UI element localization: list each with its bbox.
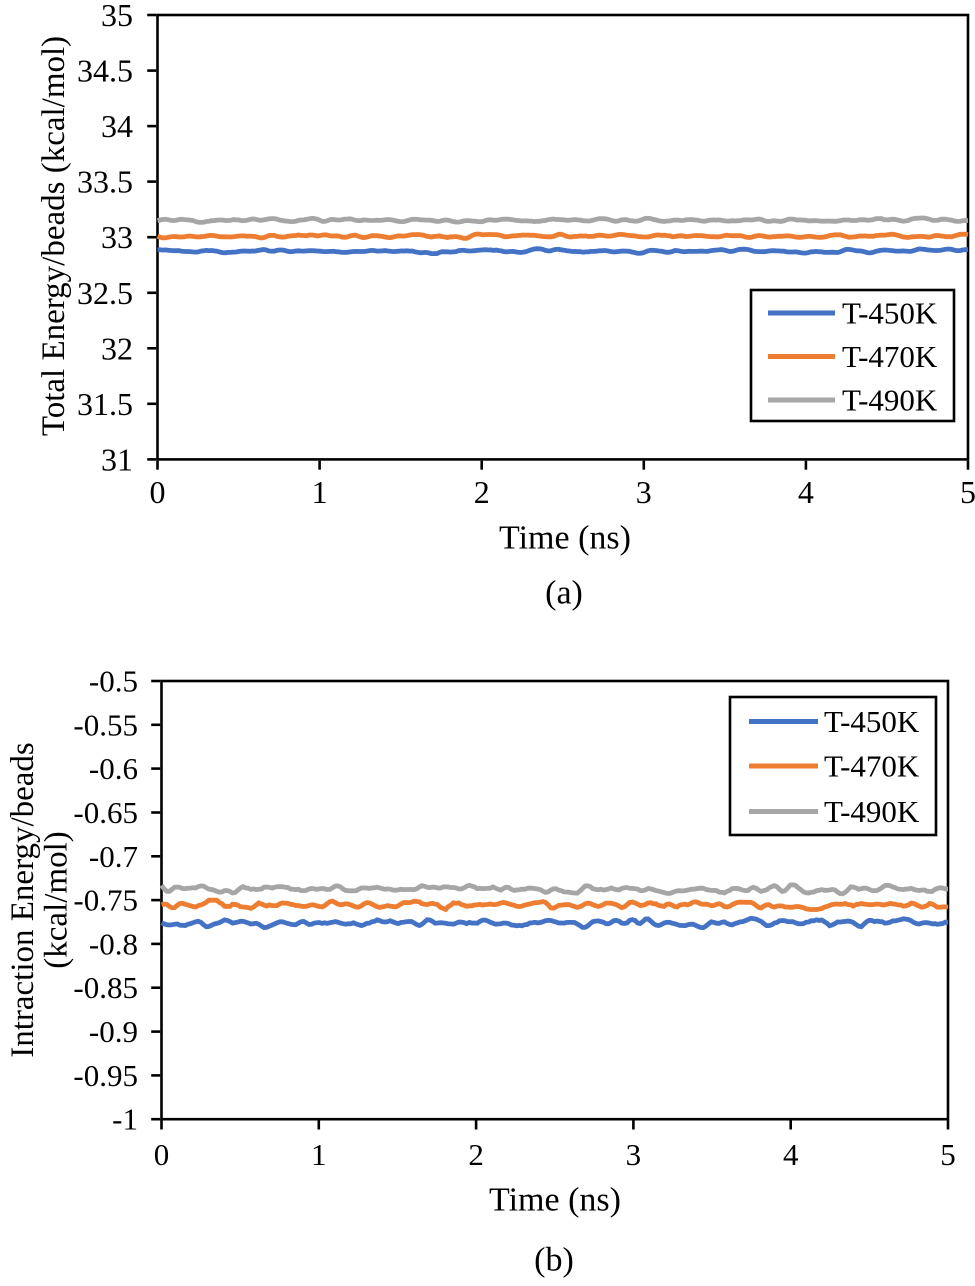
svg-text:-0.7: -0.7	[89, 839, 138, 874]
svg-text:-0.55: -0.55	[73, 707, 138, 742]
svg-text:-0.95: -0.95	[73, 1058, 138, 1093]
svg-text:T-490K: T-490K	[842, 383, 938, 418]
svg-text:Total Energy/beads (kcal/mol): Total Energy/beads (kcal/mol)	[36, 36, 72, 436]
svg-text:35: 35	[101, 0, 133, 33]
svg-text:T-450K: T-450K	[842, 296, 938, 331]
svg-text:-0.8: -0.8	[89, 926, 138, 961]
svg-text:0: 0	[150, 474, 166, 510]
svg-text:1: 1	[312, 474, 328, 510]
svg-text:31: 31	[101, 441, 133, 477]
svg-text:T-470K: T-470K	[842, 339, 938, 374]
svg-text:(b): (b)	[534, 1242, 574, 1279]
svg-text:32.5: 32.5	[77, 275, 133, 311]
svg-text:Time (ns): Time (ns)	[499, 520, 631, 557]
svg-text:Time (ns): Time (ns)	[489, 1182, 621, 1219]
svg-text:33: 33	[101, 219, 133, 255]
svg-text:31.5: 31.5	[77, 386, 133, 422]
svg-text:33.5: 33.5	[77, 164, 133, 200]
svg-text:(kcal/mol): (kcal/mol)	[39, 831, 75, 968]
svg-text:4: 4	[798, 474, 814, 510]
svg-text:-1: -1	[112, 1102, 138, 1137]
svg-text:-0.65: -0.65	[73, 795, 138, 830]
svg-text:T-470K: T-470K	[824, 749, 920, 784]
svg-text:5: 5	[940, 1137, 956, 1172]
svg-text:32: 32	[101, 330, 133, 366]
svg-text:2: 2	[468, 1137, 484, 1172]
svg-text:-0.85: -0.85	[73, 970, 138, 1005]
svg-text:4: 4	[783, 1137, 799, 1172]
svg-text:-0.9: -0.9	[89, 1014, 138, 1049]
svg-text:T-490K: T-490K	[824, 794, 920, 829]
svg-text:34: 34	[101, 108, 133, 144]
svg-text:-0.6: -0.6	[89, 751, 138, 786]
svg-text:-0.5: -0.5	[89, 664, 138, 699]
svg-text:34.5: 34.5	[77, 53, 133, 89]
svg-text:5: 5	[960, 474, 975, 510]
svg-text:0: 0	[154, 1137, 170, 1172]
svg-text:Intraction Energy/beads: Intraction Energy/beads	[5, 742, 41, 1058]
svg-text:2: 2	[474, 474, 490, 510]
svg-text:-0.75: -0.75	[73, 883, 138, 918]
svg-text:(a): (a)	[545, 575, 583, 612]
svg-text:T-450K: T-450K	[824, 704, 920, 739]
svg-text:3: 3	[626, 1137, 642, 1172]
svg-text:1: 1	[311, 1137, 327, 1172]
svg-text:3: 3	[636, 474, 652, 510]
